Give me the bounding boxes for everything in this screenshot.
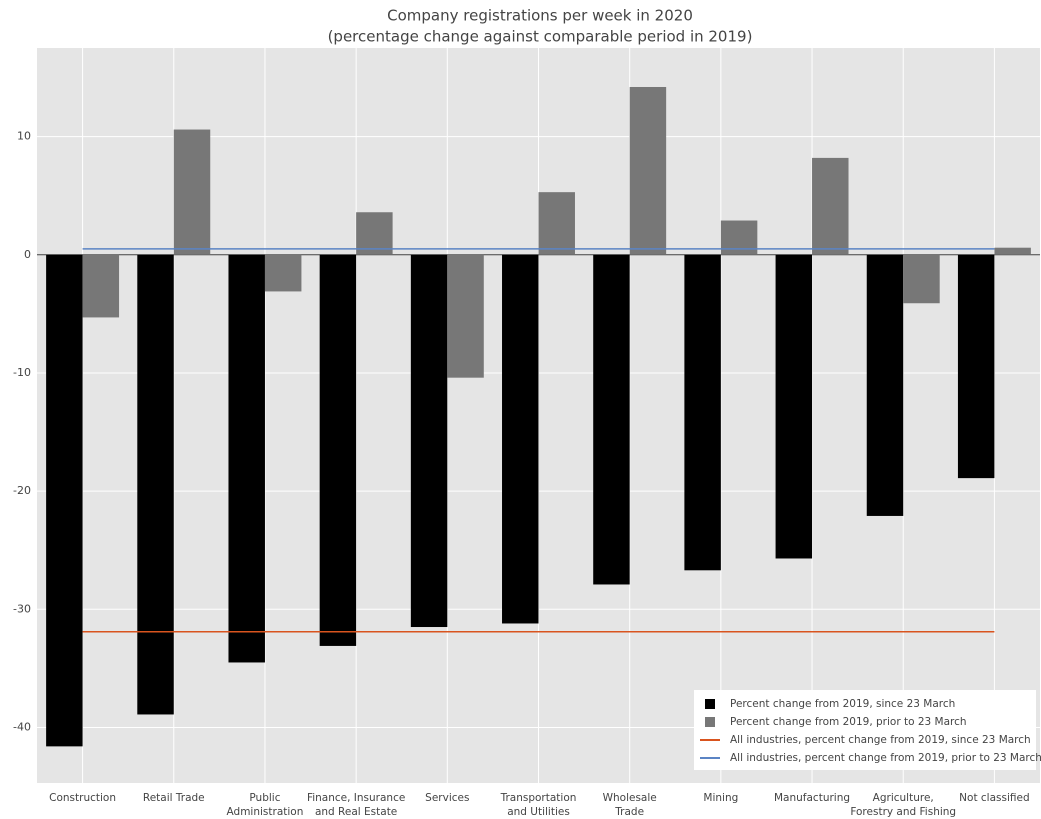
- bar: [538, 192, 575, 255]
- x-tick-label: Services: [425, 792, 470, 804]
- x-tick-label: Construction: [49, 792, 116, 804]
- x-tick-label: Manufacturing: [774, 792, 851, 804]
- bar: [264, 254, 302, 292]
- legend-label: All industries, percent change from 2019…: [730, 734, 1031, 746]
- x-tick-label: Public Administration: [226, 792, 304, 818]
- legend-box: [694, 690, 1036, 770]
- bar: [356, 212, 393, 255]
- bar: [720, 220, 758, 255]
- bar: [228, 254, 265, 663]
- bar: [629, 86, 667, 255]
- bar: [46, 254, 83, 747]
- bar: [447, 254, 484, 378]
- legend-label: All industries, percent change from 2019…: [730, 752, 1041, 764]
- y-tick-label: -30: [13, 602, 31, 615]
- legend-label: Percent change from 2019, prior to 23 Ma…: [730, 716, 967, 728]
- y-tick-label: -40: [13, 720, 31, 733]
- legend: Percent change from 2019, since 23 March…: [694, 690, 1041, 770]
- chart-title: Company registrations per week in 2020: [387, 7, 693, 25]
- y-tick-label: 10: [17, 130, 31, 143]
- bar: [903, 254, 940, 304]
- bar: [82, 254, 120, 318]
- x-tick-label: Mining: [703, 792, 739, 804]
- x-tick-label: Agriculture, Forestry and Fishing: [850, 792, 957, 818]
- bar: [994, 247, 1031, 255]
- legend-label: Percent change from 2019, since 23 March: [730, 698, 955, 710]
- y-tick-label: 0: [24, 248, 31, 261]
- x-tick-label: Transportation and Utilities: [500, 792, 577, 818]
- bar: [684, 254, 721, 571]
- chart-subtitle: (percentage change against comparable pe…: [328, 28, 753, 46]
- x-tick-label: Retail Trade: [142, 792, 205, 804]
- legend-swatch: [705, 717, 715, 727]
- x-tick-label: Not classified: [959, 792, 1030, 804]
- x-tick-label: Finance, Insurance and Real Estate: [306, 792, 406, 818]
- bar: [957, 254, 995, 479]
- bar: [502, 254, 539, 624]
- bar: [775, 254, 813, 559]
- bar: [410, 254, 448, 628]
- x-tick-label: Wholesale Trade: [602, 792, 657, 818]
- bar: [866, 254, 904, 516]
- bar: [319, 254, 357, 646]
- bar: [173, 129, 211, 255]
- bar: [593, 254, 630, 585]
- bar: [812, 157, 849, 255]
- y-tick-label: -20: [13, 484, 31, 497]
- bar: [137, 254, 174, 715]
- legend-swatch: [705, 699, 715, 709]
- y-tick-label: -10: [13, 366, 31, 379]
